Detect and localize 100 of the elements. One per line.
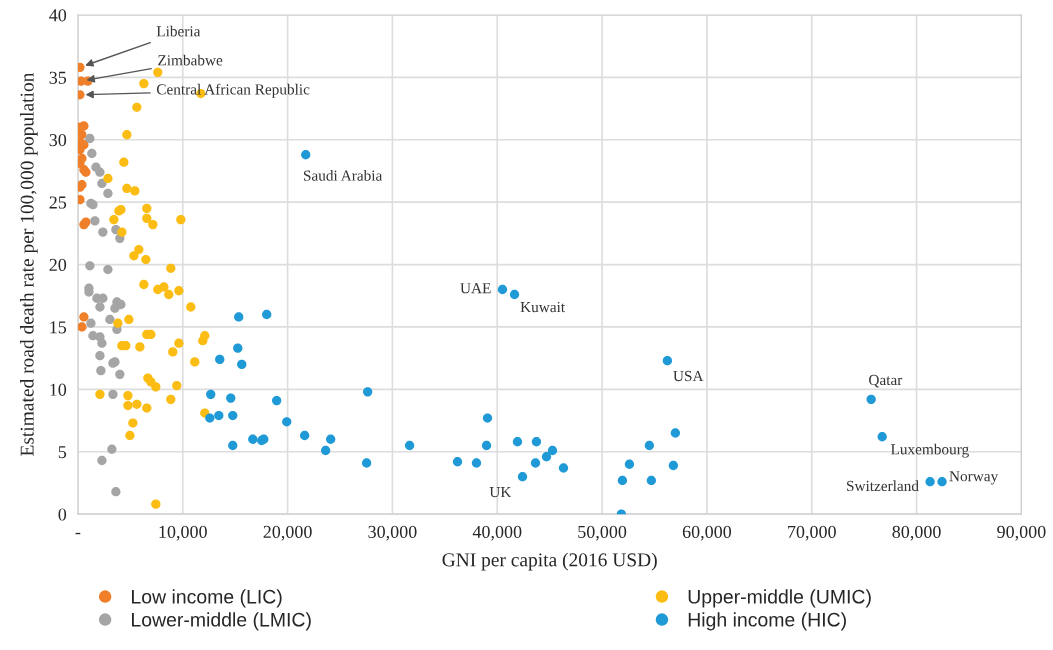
point bbox=[471, 458, 482, 468]
point bbox=[95, 389, 105, 399]
point bbox=[159, 282, 169, 292]
point bbox=[148, 219, 158, 230]
point bbox=[937, 477, 947, 487]
x-tick-label: - bbox=[75, 532, 81, 535]
point bbox=[109, 214, 119, 225]
point bbox=[481, 440, 492, 451]
point bbox=[103, 188, 113, 199]
point bbox=[363, 387, 373, 397]
point bbox=[214, 410, 224, 421]
point bbox=[164, 289, 174, 300]
point bbox=[111, 487, 121, 497]
legend-label: Low income (LIC) bbox=[132, 589, 282, 608]
point bbox=[86, 318, 96, 328]
point bbox=[123, 400, 133, 411]
point bbox=[132, 102, 142, 112]
point bbox=[531, 437, 542, 447]
x-tick-label: 90,000 bbox=[997, 525, 1046, 541]
legend-label: Lower-middle (LMIC) bbox=[132, 612, 311, 631]
y-axis-title: Estimated road death rate per 100,000 population bbox=[20, 72, 38, 456]
point bbox=[866, 394, 876, 404]
point bbox=[174, 286, 184, 296]
y-tick-label: 5 bbox=[58, 446, 67, 459]
point bbox=[925, 477, 935, 487]
point bbox=[509, 289, 520, 300]
x-tick-label: 80,000 bbox=[892, 525, 941, 541]
point bbox=[95, 167, 105, 177]
annotation: Qatar bbox=[869, 374, 903, 388]
point bbox=[168, 347, 178, 357]
point bbox=[166, 263, 176, 273]
annotation: Luxembourg bbox=[890, 443, 969, 458]
annotation: Central African Republic bbox=[156, 83, 310, 98]
point bbox=[95, 351, 105, 361]
y-tick-label: 40 bbox=[49, 9, 67, 22]
point bbox=[129, 251, 139, 261]
point bbox=[77, 90, 85, 100]
x-tick-label: 30,000 bbox=[368, 525, 417, 541]
point bbox=[97, 455, 107, 466]
point bbox=[103, 264, 113, 275]
point bbox=[105, 314, 115, 325]
point bbox=[262, 309, 272, 320]
point bbox=[97, 338, 107, 348]
point bbox=[103, 173, 113, 184]
y-tick-label: 30 bbox=[49, 134, 67, 147]
point bbox=[107, 444, 117, 454]
point bbox=[128, 418, 138, 428]
point bbox=[77, 195, 85, 205]
point bbox=[215, 354, 225, 365]
point bbox=[662, 355, 673, 366]
point bbox=[320, 445, 331, 456]
point bbox=[125, 430, 135, 441]
point bbox=[282, 417, 292, 427]
point bbox=[139, 78, 149, 89]
point bbox=[172, 380, 182, 391]
x-tick-label: 50,000 bbox=[578, 525, 627, 541]
point bbox=[77, 145, 85, 155]
annotation: Switzerland bbox=[847, 480, 919, 492]
annotation: UK bbox=[489, 487, 512, 498]
legend-label: Upper-middle (UMIC) bbox=[688, 589, 871, 608]
point bbox=[122, 130, 132, 140]
legend-label: High income (HIC) bbox=[688, 612, 846, 631]
annotation: Saudi Arabia bbox=[303, 170, 383, 181]
point bbox=[237, 359, 247, 370]
y-tick-label: 25 bbox=[49, 196, 67, 209]
x-axis-title: GNI per capita (2016 USD) bbox=[442, 552, 657, 571]
point bbox=[142, 213, 152, 224]
point bbox=[301, 150, 311, 160]
point bbox=[205, 413, 215, 423]
point bbox=[234, 312, 244, 322]
point bbox=[77, 322, 87, 332]
y-tick-label: 15 bbox=[50, 321, 67, 334]
point bbox=[90, 216, 100, 226]
point bbox=[530, 458, 541, 468]
point bbox=[123, 390, 133, 401]
point bbox=[142, 403, 152, 413]
point bbox=[482, 413, 493, 423]
point bbox=[617, 475, 628, 486]
point bbox=[541, 452, 552, 462]
y-tick-label: 10 bbox=[50, 383, 67, 396]
point bbox=[122, 183, 132, 194]
point bbox=[248, 434, 258, 444]
point bbox=[79, 121, 89, 131]
point bbox=[547, 445, 558, 456]
point bbox=[79, 312, 89, 322]
annotation: Liberia bbox=[156, 25, 201, 37]
annotation: Kuwait bbox=[520, 301, 565, 313]
point bbox=[119, 157, 129, 167]
point bbox=[404, 440, 415, 451]
x-tick-label: 60,000 bbox=[682, 525, 732, 541]
point bbox=[624, 459, 635, 469]
point bbox=[206, 389, 216, 399]
point bbox=[198, 336, 208, 346]
point bbox=[77, 62, 85, 73]
y-tick-label: 35 bbox=[49, 71, 67, 84]
point bbox=[85, 133, 95, 144]
point bbox=[97, 178, 107, 189]
point bbox=[153, 67, 163, 78]
point bbox=[141, 254, 151, 265]
point bbox=[142, 203, 152, 214]
